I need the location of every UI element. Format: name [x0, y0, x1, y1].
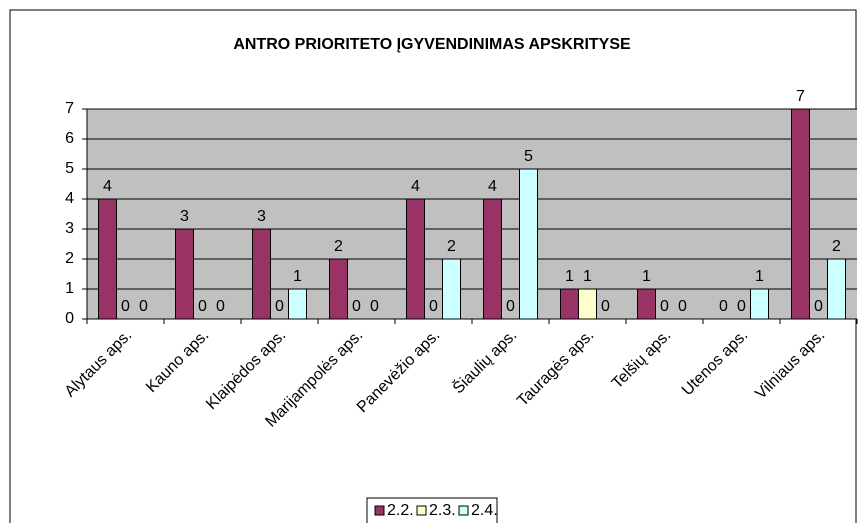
legend-label: 2.3.: [429, 502, 456, 519]
data-label: 1: [642, 268, 651, 285]
bar: [406, 198, 425, 320]
data-label: 3: [180, 208, 189, 225]
data-label: 0: [352, 298, 361, 315]
data-label: 2: [832, 238, 841, 255]
chart-title: ANTRO PRIORITETO ĮGYVENDINIMAS APSKRITYS…: [233, 36, 631, 53]
data-label: 0: [678, 298, 687, 315]
data-label: 3: [257, 208, 266, 225]
bar: [252, 228, 271, 320]
data-label: 2: [334, 238, 343, 255]
y-tick-label: 5: [65, 160, 74, 177]
data-label: 0: [506, 298, 515, 315]
bar: [560, 288, 579, 320]
data-label: 0: [719, 298, 728, 315]
data-label: 0: [139, 298, 148, 315]
y-tick-label: 3: [65, 220, 74, 237]
data-label: 0: [275, 298, 284, 315]
data-label: 0: [121, 298, 130, 315]
data-label: 0: [429, 298, 438, 315]
data-label: 2: [447, 238, 456, 255]
data-label: 0: [814, 298, 823, 315]
data-label: 1: [293, 268, 302, 285]
data-label: 4: [411, 178, 420, 195]
data-label: 1: [583, 268, 592, 285]
data-label: 0: [370, 298, 379, 315]
bar: [288, 288, 307, 320]
bar: [750, 288, 769, 320]
y-tick-label: 2: [65, 250, 74, 267]
bar: [791, 108, 810, 320]
bar: [329, 258, 348, 320]
y-tick-label: 6: [65, 130, 74, 147]
y-tick-label: 1: [65, 280, 74, 297]
bar: [519, 168, 538, 320]
legend-swatch: [458, 505, 469, 516]
y-tick-label: 7: [65, 100, 74, 117]
data-label: 0: [216, 298, 225, 315]
bar: [442, 258, 461, 320]
data-label: 4: [488, 178, 497, 195]
data-label: 0: [737, 298, 746, 315]
data-label: 0: [601, 298, 610, 315]
bar: [483, 198, 502, 320]
data-label: 1: [565, 268, 574, 285]
plot-area: [87, 109, 857, 319]
bar: [637, 288, 656, 320]
bar: [175, 228, 194, 320]
data-label: 0: [660, 298, 669, 315]
bar: [578, 288, 597, 320]
bar: [827, 258, 846, 320]
legend-swatch: [374, 505, 385, 516]
data-label: 5: [524, 148, 533, 165]
legend-swatch: [416, 505, 427, 516]
data-label: 0: [198, 298, 207, 315]
bar: [98, 198, 117, 320]
y-tick-label: 4: [65, 190, 74, 207]
legend-label: 2.4.: [471, 502, 498, 519]
data-label: 4: [103, 178, 112, 195]
data-label: 7: [796, 88, 805, 105]
y-tick-label: 0: [65, 310, 74, 327]
legend-box: [366, 497, 498, 523]
data-label: 1: [755, 268, 764, 285]
legend-label: 2.2.: [387, 502, 414, 519]
